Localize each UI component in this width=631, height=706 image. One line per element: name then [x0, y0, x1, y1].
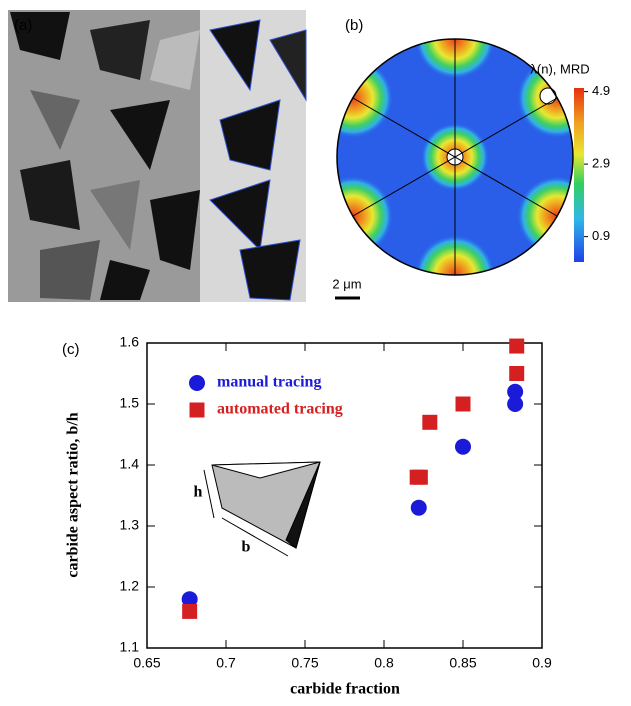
colorbar-tick-label: 2.9 — [592, 156, 610, 171]
panel-label: (b) — [345, 17, 363, 34]
y-tick-label: 1.1 — [120, 639, 140, 655]
scale-bar-label: 2 μm — [332, 276, 361, 291]
marker — [411, 500, 427, 516]
x-tick-label: 0.85 — [449, 655, 476, 671]
colorbar-tick-label: 4.9 — [592, 83, 610, 98]
y-axis-label: carbide aspect ratio, b/h — [65, 412, 82, 577]
marker — [456, 397, 471, 412]
x-tick-label: 0.9 — [532, 655, 552, 671]
inset-prism — [204, 462, 320, 556]
micrograph — [8, 10, 306, 302]
legend-label: automated tracing — [217, 401, 343, 418]
y-tick-label: 1.3 — [120, 517, 140, 533]
x-axis-label: carbide fraction — [290, 681, 400, 698]
plot-frame — [147, 343, 542, 648]
marker — [182, 604, 197, 619]
x-tick-label: 0.75 — [291, 655, 318, 671]
marker — [413, 470, 428, 485]
x-tick-label: 0.65 — [133, 655, 160, 671]
marker — [509, 366, 524, 381]
panel-label: (a) — [14, 17, 32, 34]
y-tick-label: 1.2 — [120, 578, 140, 594]
colorbar-label: λ(n), MRD — [530, 61, 589, 76]
legend-marker — [190, 403, 205, 418]
x-tick-label: 0.7 — [216, 655, 236, 671]
panel-label: (c) — [62, 341, 80, 358]
y-tick-label: 1.5 — [120, 395, 140, 411]
marker — [455, 439, 471, 455]
colorbar — [574, 88, 584, 262]
y-tick-label: 1.4 — [120, 456, 140, 472]
legend-label: manual tracing — [217, 374, 321, 391]
annotation: b — [242, 539, 251, 556]
stereogram — [313, 0, 597, 315]
figure: 2 μm λ(n), MRD (a) (b) (c) carbide fract… — [0, 0, 631, 706]
x-tick-label: 0.8 — [374, 655, 394, 671]
annotation: h — [194, 484, 203, 501]
marker — [422, 415, 437, 430]
legend-marker — [189, 375, 205, 391]
y-tick-label: 1.6 — [120, 334, 140, 350]
marker — [507, 384, 523, 400]
marker — [509, 339, 524, 354]
colorbar-tick-label: 0.9 — [592, 228, 610, 243]
